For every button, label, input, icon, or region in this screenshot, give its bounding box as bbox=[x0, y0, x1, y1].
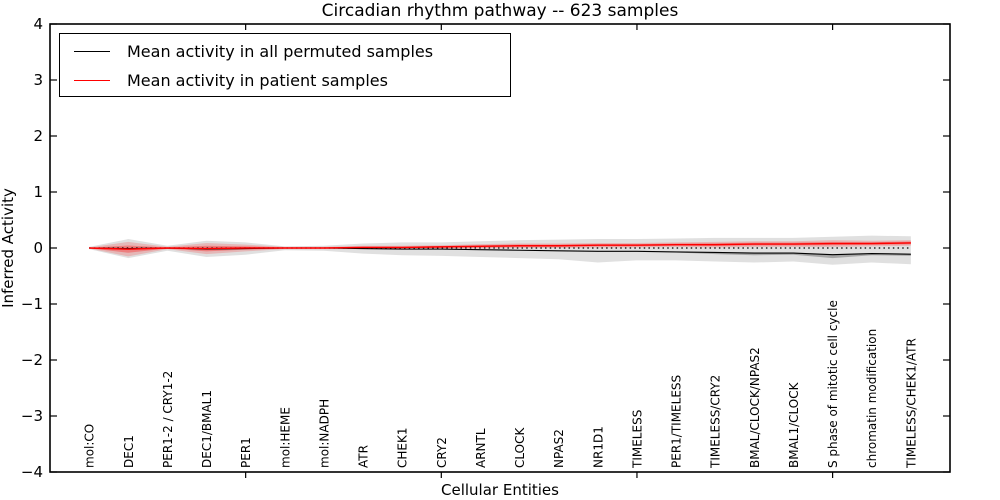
y-tick-label: 1 bbox=[33, 183, 43, 201]
x-category-label: TIMELESS/CRY2 bbox=[709, 375, 723, 469]
x-category-label: ATR bbox=[357, 445, 371, 468]
x-category-label: DEC1/BMAL1 bbox=[200, 390, 214, 468]
legend-item-permuted: Mean activity in all permuted samples bbox=[60, 37, 510, 66]
mean-lines bbox=[89, 242, 911, 256]
x-category-label: PER1 bbox=[239, 437, 253, 468]
x-category-label: NPAS2 bbox=[552, 429, 566, 468]
chart-title: Circadian rhythm pathway -- 623 samples bbox=[321, 1, 679, 21]
x-category-label: CLOCK bbox=[513, 427, 527, 468]
legend-label-patient: Mean activity in patient samples bbox=[127, 71, 388, 90]
permuted-line-swatch bbox=[74, 51, 110, 52]
patient-line-swatch bbox=[74, 80, 110, 81]
legend-label-permuted: Mean activity in all permuted samples bbox=[127, 42, 434, 61]
x-category-label: NR1D1 bbox=[591, 426, 605, 468]
y-tick-label: 0 bbox=[33, 239, 43, 257]
x-category-label: PER1-2 / CRY1-2 bbox=[161, 371, 175, 468]
x-category-label: S phase of mitotic cell cycle bbox=[826, 300, 840, 468]
patient-mean-line bbox=[89, 242, 911, 250]
x-category-labels: mol:CO DEC1 PER1-2 / CRY1-2 DEC1/BMAL1 PER1 m… bbox=[83, 300, 919, 469]
x-category-label: TIMELESS/CHEK1/ATR bbox=[904, 338, 918, 469]
x-category-label: mol:HEME bbox=[278, 407, 292, 468]
x-category-label: ARNTL bbox=[474, 428, 488, 468]
x-category-label: CRY2 bbox=[435, 437, 449, 468]
x-category-label: BMAL/CLOCK/NPAS2 bbox=[748, 347, 762, 468]
y-tick-label: 2 bbox=[33, 127, 43, 145]
x-category-label: BMAL1/CLOCK bbox=[787, 381, 801, 468]
x-category-label: TIMELESS bbox=[630, 410, 644, 469]
x-category-label: PER1/TIMELESS bbox=[670, 375, 684, 468]
y-tick-label: 3 bbox=[33, 71, 43, 89]
y-axis-ticks: 4 3 2 1 0 −1 −2 −3 −4 bbox=[21, 15, 950, 481]
y-tick-label: −4 bbox=[21, 463, 43, 481]
x-category-label: chromatin modification bbox=[865, 329, 879, 468]
legend: Mean activity in all permuted samples Me… bbox=[59, 33, 511, 97]
y-tick-label: 4 bbox=[33, 15, 43, 33]
x-axis-label: Cellular Entities bbox=[441, 481, 559, 499]
x-category-label: DEC1 bbox=[122, 435, 136, 468]
y-tick-label: −1 bbox=[21, 295, 43, 313]
y-tick-label: −2 bbox=[21, 351, 43, 369]
x-category-label: CHEK1 bbox=[396, 428, 410, 469]
y-tick-label: −3 bbox=[21, 407, 43, 425]
x-category-label: mol:CO bbox=[83, 424, 97, 468]
legend-item-patient: Mean activity in patient samples bbox=[60, 66, 510, 95]
x-axis-ticks bbox=[245, 24, 834, 478]
x-category-label: mol:NADPH bbox=[317, 399, 331, 468]
